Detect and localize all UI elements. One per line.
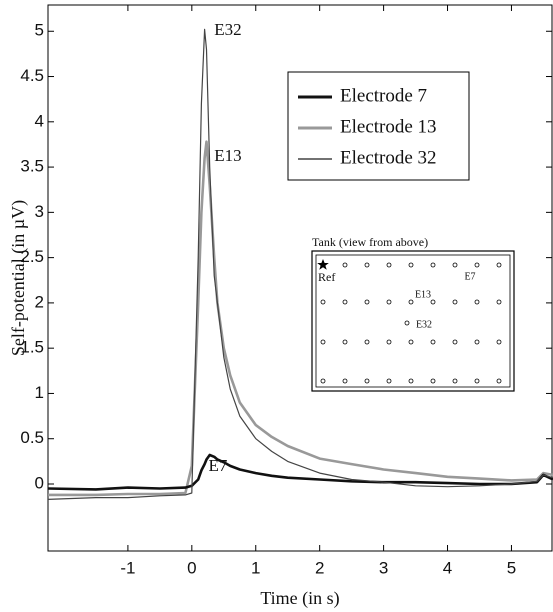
y-tick-label: 2.5 xyxy=(20,247,44,266)
inset-electrode xyxy=(452,339,458,345)
y-tick-label: 3 xyxy=(35,202,44,221)
inset-electrode xyxy=(496,262,502,268)
plot-frame xyxy=(47,4,553,552)
inset-electrode xyxy=(452,299,458,305)
inset-electrode xyxy=(386,299,392,305)
inset-electrode xyxy=(430,378,436,384)
inset-box-inner xyxy=(315,254,511,388)
x-tick-label: 4 xyxy=(443,558,452,577)
annotation: E7 xyxy=(209,456,228,475)
inset-electrode xyxy=(474,339,480,345)
y-tick-label: 0.5 xyxy=(20,428,44,447)
x-tick-label: 0 xyxy=(187,558,196,577)
line-series xyxy=(47,28,553,500)
inset-box xyxy=(311,250,515,392)
inset-electrode xyxy=(404,320,410,326)
inset-title: Tank (view from above) xyxy=(312,235,428,249)
y-tick-label: 1.5 xyxy=(20,338,44,357)
inset-electrode xyxy=(364,378,370,384)
inset-electrode xyxy=(364,299,370,305)
inset-ref-star xyxy=(317,259,329,270)
legend-label: Electrode 32 xyxy=(340,147,437,168)
inset-electrode xyxy=(496,299,502,305)
legend-label: Electrode 7 xyxy=(340,85,427,106)
inset-electrode xyxy=(342,299,348,305)
x-axis-label: Time (in s) xyxy=(260,588,339,609)
y-tick-label: 1 xyxy=(35,383,44,402)
inset-label: E32 xyxy=(416,319,432,330)
line-series xyxy=(48,140,553,497)
inset-electrode xyxy=(430,262,436,268)
inset-electrode xyxy=(342,378,348,384)
y-tick-label: 3.5 xyxy=(20,157,44,176)
inset-electrode xyxy=(496,378,502,384)
inset-label: E13 xyxy=(415,289,431,300)
inset-electrode xyxy=(474,299,480,305)
inset-electrode xyxy=(408,339,414,345)
y-tick-label: 4 xyxy=(35,111,44,130)
inset-electrode xyxy=(408,299,414,305)
y-axis-label: Self-potential (in µV) xyxy=(8,200,29,356)
x-tick-label: 2 xyxy=(315,558,324,577)
inset-electrode xyxy=(342,339,348,345)
inset-electrode xyxy=(342,262,348,268)
inset-electrode xyxy=(386,262,392,268)
y-tick-label: 2 xyxy=(35,292,44,311)
inset-electrode xyxy=(320,299,326,305)
inset-electrode xyxy=(474,378,480,384)
x-tick-label: -1 xyxy=(120,558,135,577)
legend-box xyxy=(287,71,470,181)
y-tick-label: 0 xyxy=(35,473,44,492)
inset-electrode xyxy=(496,339,502,345)
inset-electrode xyxy=(386,378,392,384)
y-tick-label: 5 xyxy=(35,21,44,40)
inset-electrode xyxy=(452,378,458,384)
x-tick-label: 3 xyxy=(379,558,388,577)
inset-electrode xyxy=(408,378,414,384)
inset-electrode xyxy=(364,339,370,345)
x-tick-label: 5 xyxy=(507,558,516,577)
inset-electrode xyxy=(320,339,326,345)
inset-electrode xyxy=(320,378,326,384)
annotation: E13 xyxy=(214,146,241,165)
legend-label: Electrode 13 xyxy=(340,116,437,137)
inset-label: Ref xyxy=(318,270,335,284)
annotation: E32 xyxy=(214,20,241,39)
inset-electrode xyxy=(386,339,392,345)
inset-electrode xyxy=(430,299,436,305)
x-tick-label: 1 xyxy=(251,558,260,577)
inset-label: E7 xyxy=(464,271,475,282)
inset-electrode xyxy=(474,262,480,268)
inset-electrode xyxy=(430,339,436,345)
y-tick-label: 4.5 xyxy=(20,66,44,85)
inset-electrode xyxy=(364,262,370,268)
line-series xyxy=(47,453,553,491)
inset-electrode xyxy=(408,262,414,268)
inset-electrode xyxy=(452,262,458,268)
